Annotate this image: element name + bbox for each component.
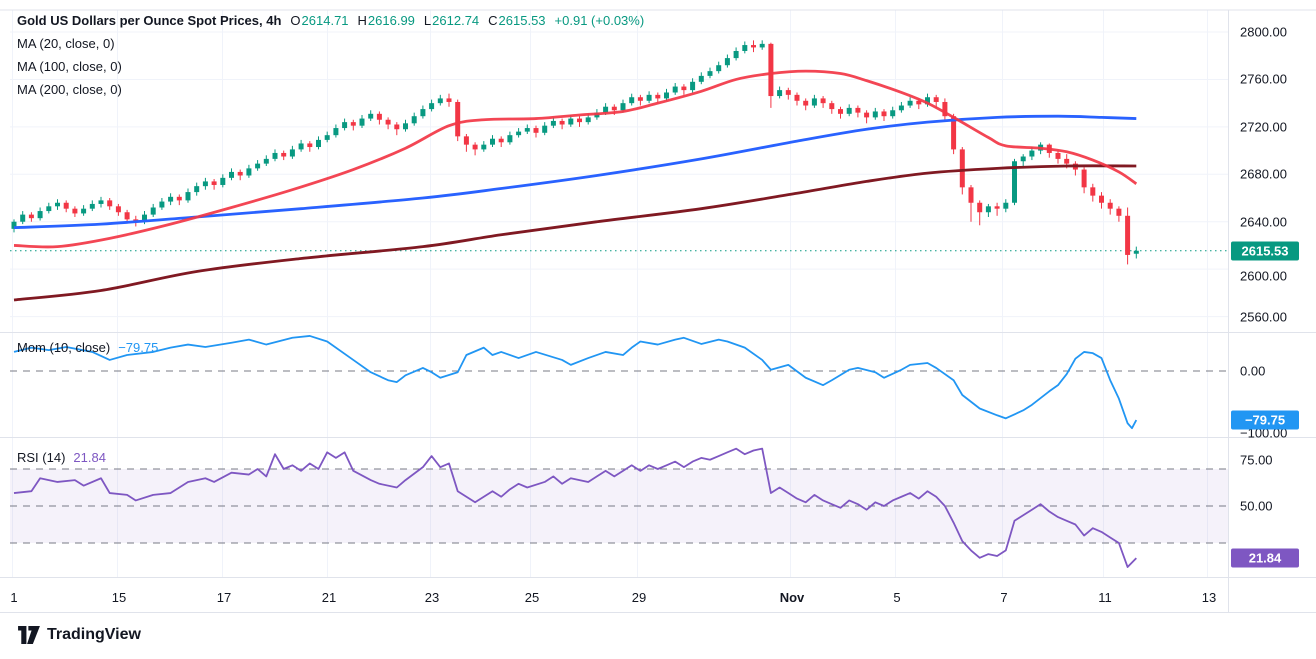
time-axis-label: Nov: [779, 590, 805, 605]
momentum-axis-label: 0.00: [1240, 363, 1266, 379]
rsi-axis-label: 75.00: [1240, 452, 1273, 468]
price-axis-label: 2600.00: [1240, 268, 1287, 284]
time-axis-label: 29: [631, 590, 647, 605]
change-value: +0.91 (+0.03%): [554, 13, 645, 28]
rsi-value: 21.84: [73, 450, 106, 465]
ma200-line: [13, 164, 1137, 302]
time-axis-label: 5: [893, 590, 901, 605]
momentum-line: [13, 335, 1138, 430]
price-axis-label: 2720.00: [1240, 119, 1287, 135]
ma20-line: [13, 69, 1138, 249]
price-axis[interactable]: [1228, 0, 1316, 612]
ohlc-values: O2614.71 H2616.99 L2612.74 C2615.53 +0.91 (+…: [281, 13, 644, 28]
time-axis-label: 15: [111, 590, 127, 605]
symbol-row[interactable]: Gold US Dollars per Ounce Spot Prices, 4…: [17, 12, 644, 29]
momentum-legend[interactable]: Mom (10, close) −79.75: [17, 340, 158, 355]
tradingview-logo-icon: [18, 626, 40, 644]
open-label: O: [290, 13, 301, 28]
time-axis-label: 21: [321, 590, 337, 605]
rsi-axis-label: 50.00: [1240, 498, 1273, 514]
rsi-badge: 21.84: [1231, 548, 1299, 568]
price-axis-label: 2760.00: [1240, 71, 1287, 87]
ma20-legend[interactable]: MA (20, close, 0): [17, 36, 115, 51]
high-value: 2616.99: [367, 13, 415, 28]
close-value: 2615.53: [498, 13, 546, 28]
rsi-legend[interactable]: RSI (14) 21.84: [17, 450, 106, 465]
main-legend: Gold US Dollars per Ounce Spot Prices, 4…: [17, 12, 644, 104]
rsi-label: RSI (14): [17, 450, 66, 465]
momentum-badge: −79.75: [1231, 410, 1299, 430]
time-axis[interactable]: [0, 578, 1316, 612]
time-axis-label: 7: [1000, 590, 1008, 605]
ma200-legend[interactable]: MA (200, close, 0): [17, 82, 122, 97]
price-axis-label: 2800.00: [1240, 24, 1287, 40]
open-value: 2614.71: [301, 13, 349, 28]
momentum-value: −79.75: [118, 340, 159, 355]
time-axis-label: 23: [424, 590, 440, 605]
price-axis-label: 2640.00: [1240, 214, 1287, 230]
time-axis-label: 25: [524, 590, 540, 605]
ma100-legend[interactable]: MA (100, close, 0): [17, 59, 122, 74]
chart-title: Gold US Dollars per Ounce Spot Prices, 4…: [17, 13, 282, 28]
price-axis-label: 2680.00: [1240, 166, 1287, 182]
high-label: H: [357, 13, 367, 28]
ma100-line: [13, 114, 1137, 230]
low-value: 2612.74: [432, 13, 480, 28]
rsi-line: [13, 447, 1137, 568]
price-axis-label: 2560.00: [1240, 309, 1287, 325]
last-price-badge: 2615.53: [1231, 241, 1299, 261]
tradingview-logo[interactable]: TradingView: [18, 626, 141, 644]
time-axis-label: 1: [10, 590, 18, 605]
close-label: C: [488, 13, 498, 28]
momentum-label: Mom (10, close): [17, 340, 111, 355]
tradingview-logo-text: TradingView: [47, 626, 141, 643]
low-label: L: [423, 13, 432, 28]
time-axis-label: 11: [1098, 590, 1112, 605]
time-axis-label: 17: [216, 590, 232, 605]
time-axis-label: 13: [1201, 590, 1217, 605]
